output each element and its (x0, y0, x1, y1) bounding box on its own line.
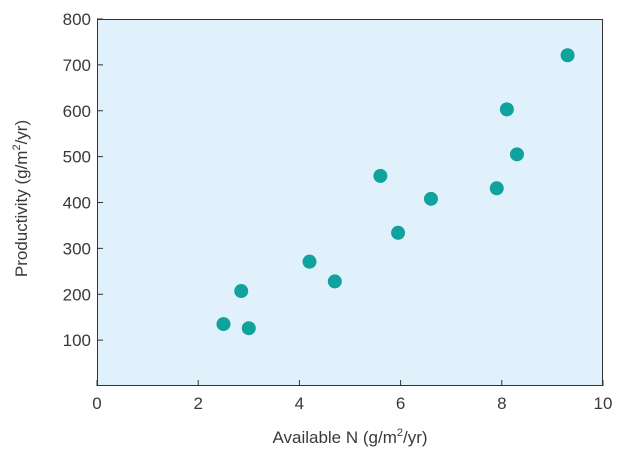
x-tick-label: 2 (193, 394, 202, 413)
data-point (373, 169, 387, 183)
y-axis-title-after: /yr) (12, 120, 31, 145)
x-axis-title-after: /yr) (403, 428, 428, 447)
data-point (561, 48, 575, 62)
y-tick-label: 700 (63, 56, 91, 75)
x-tick-label: 8 (497, 394, 506, 413)
y-axis-tick-labels: 100 200 300 400 500 600 700 800 (63, 10, 91, 350)
data-point (500, 102, 514, 116)
data-point (242, 321, 256, 335)
data-point (303, 255, 317, 269)
y-tick-label: 600 (63, 102, 91, 121)
y-tick-label: 800 (63, 10, 91, 29)
x-tick-label: 6 (396, 394, 405, 413)
data-point (234, 284, 248, 298)
x-axis-tick-labels: 0 2 4 6 8 10 (92, 394, 612, 413)
x-tick-label: 0 (92, 394, 101, 413)
y-axis-title-before: Productivity (g/m (12, 151, 31, 278)
plot-area (97, 19, 603, 386)
y-tick-label: 500 (63, 148, 91, 167)
data-point (424, 192, 438, 206)
y-tick-label: 100 (63, 331, 91, 350)
data-point (391, 226, 405, 240)
data-point (510, 147, 524, 161)
y-tick-label: 300 (63, 239, 91, 258)
y-tick-label: 200 (63, 285, 91, 304)
y-axis-title: Productivity (g/m2/yr) (11, 120, 31, 277)
data-point (217, 317, 231, 331)
x-axis-title: Available N (g/m2/yr) (272, 427, 427, 447)
x-tick-label: 4 (295, 394, 304, 413)
y-tick-label: 400 (63, 194, 91, 213)
data-point (328, 274, 342, 288)
x-axis-title-before: Available N (g/m (272, 428, 396, 447)
x-tick-label: 10 (594, 394, 613, 413)
data-point (490, 181, 504, 195)
